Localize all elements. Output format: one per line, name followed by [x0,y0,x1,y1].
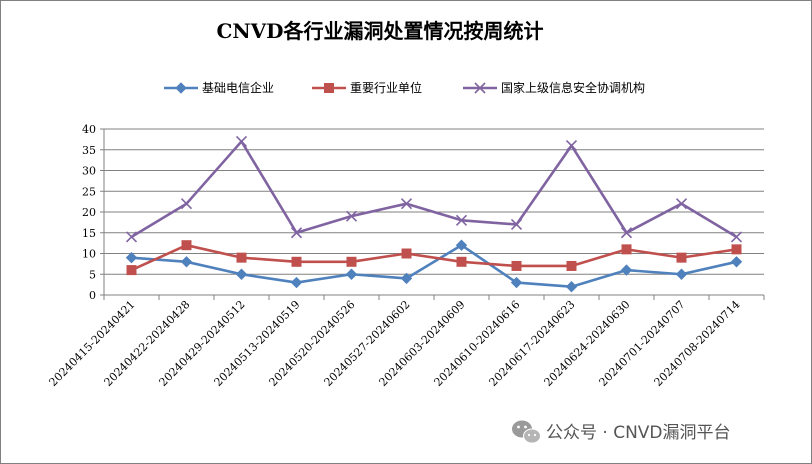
data-point-marker [676,252,687,263]
data-point-marker [455,239,468,251]
chart-title: CNVD各行业漏洞处置情况按周统计 [216,19,543,43]
data-point-marker [566,260,577,271]
y-tick-label: 20 [82,206,96,219]
data-point-marker [456,256,467,267]
legend-item: 国家上级信息安全协调机构 [463,80,645,95]
data-point-marker [675,198,688,210]
watermark: 公众号 · CNVD漏洞平台 [512,420,731,444]
data-point-marker [236,252,247,263]
data-point-marker [474,82,486,94]
data-point-marker [730,231,743,243]
data-point-marker [175,82,187,94]
data-point-marker [345,210,358,222]
series-layer [125,135,743,293]
y-tick-label: 15 [82,227,96,240]
series-line [131,243,737,289]
data-point-marker [511,260,522,271]
series-1 [126,240,742,276]
series-0 [125,239,743,293]
data-point-marker [401,248,412,259]
watermark-text: 公众号 · CNVD漏洞平台 [546,423,731,443]
y-tick-label: 5 [89,268,96,281]
series-line [130,243,737,272]
data-point-marker [675,268,688,280]
legend-label: 重要行业单位 [350,80,422,95]
data-point-marker [565,280,578,293]
y-tick-label: 30 [82,165,96,178]
data-point-marker [125,251,138,264]
data-point-marker [324,83,334,93]
y-tick-label: 0 [89,289,96,302]
legend-label: 基础电信企业 [202,80,274,95]
data-point-marker [510,218,523,231]
data-point-marker [400,272,413,285]
data-point-marker [730,256,743,268]
data-point-marker [345,268,358,280]
data-point-marker [621,244,632,255]
data-point-marker [565,140,578,152]
series-2 [125,135,743,243]
data-point-marker [731,244,742,255]
data-point-marker [235,135,248,148]
wechat-icon [512,420,541,444]
y-tick-label: 10 [82,248,96,261]
series-line [130,140,738,239]
legend-label: 国家上级信息安全协调机构 [501,80,645,95]
y-tick-label: 35 [82,144,96,157]
data-point-marker [180,256,193,268]
y-tick-label: 25 [82,185,96,198]
data-point-marker [620,264,633,276]
legend-item: 重要行业单位 [312,80,422,95]
y-axis: 0 5 10 15 20 25 30 35 40 [82,123,105,302]
data-point-marker [125,231,138,243]
data-point-marker [290,276,303,289]
data-point-marker [290,227,303,239]
data-point-marker [510,276,523,289]
data-point-marker [346,256,357,267]
data-point-marker [235,268,248,280]
data-point-marker [126,265,137,276]
legend-item: 基础电信企业 [164,80,274,95]
data-point-marker [181,240,192,251]
data-point-marker [400,198,413,210]
data-point-marker [291,256,302,267]
data-point-marker [180,198,193,210]
y-tick-label: 40 [82,123,96,136]
legend: 基础电信企业 重要行业单位 国家上级信息安全协调机构 [164,80,645,95]
data-point-marker [455,214,468,226]
data-point-marker [620,227,633,239]
